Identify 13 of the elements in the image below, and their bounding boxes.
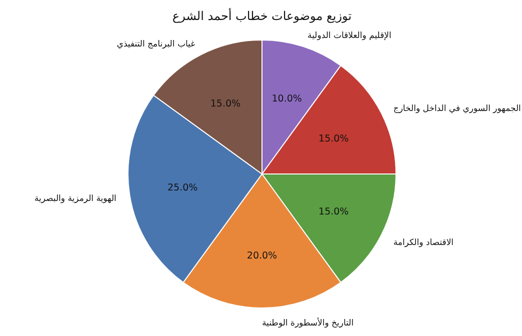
data-label: 15.0% — [318, 206, 349, 218]
slice-label: الهوية الرمزية والبصرية — [34, 194, 116, 204]
slice-label: الإقليم والعلاقات الدولية — [308, 30, 392, 41]
slice-label: الجمهور السوري في الداخل والخارج — [393, 104, 521, 114]
data-label: 20.0% — [246, 250, 278, 262]
slice-label: الاقتصاد والكرامة — [393, 238, 454, 248]
chart-title: توزيع موضوعات خطاب أحمد الشرع — [172, 8, 352, 23]
data-label: 15.0% — [210, 98, 241, 110]
data-label: 25.0% — [167, 182, 198, 194]
slice-label: التاريخ والأسطورة الوطنية — [262, 316, 354, 328]
slice-label: غياب البرنامج التنفيذي — [116, 40, 196, 50]
data-label: 15.0% — [318, 134, 349, 144]
data-label: 10.0% — [272, 94, 302, 105]
